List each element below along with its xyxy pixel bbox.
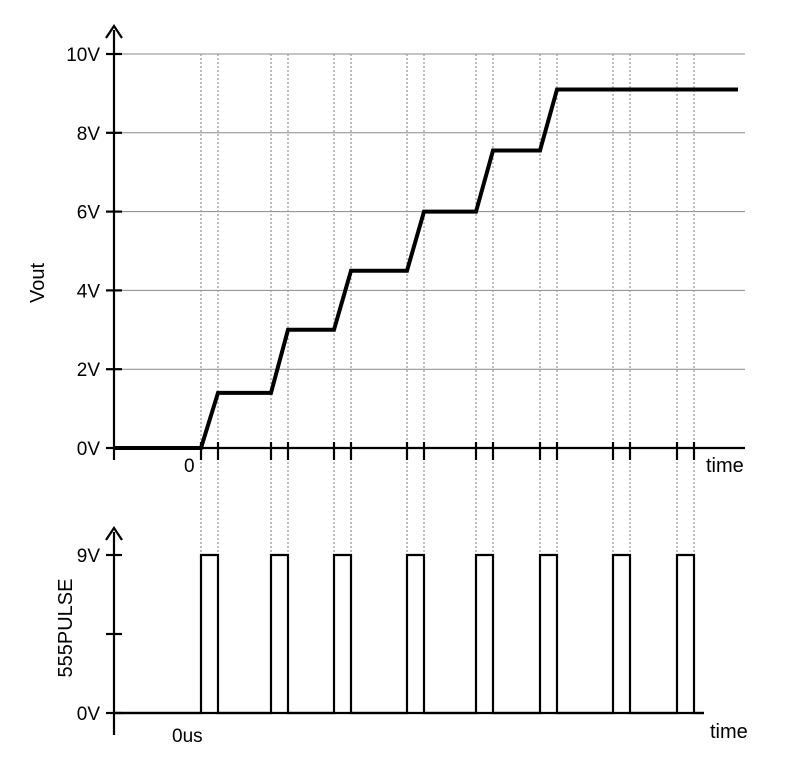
pulse-y-tick-label: 0V [77,704,101,725]
vout-y-tick-label: 2V [77,360,101,381]
vout-x-origin-label: 0 [184,456,195,477]
vout-y-axis-arrow [105,24,123,39]
pulse-y-axis-arrow [105,526,123,541]
pulse-x-axis-title: time [710,721,748,743]
pulse-chart: 0V 9V 555PULSE time 0us [55,526,748,747]
vout-y-axis-title: Vout [27,263,49,303]
vout-y-tick-label: 8V [77,124,101,145]
pulse-y-axis-title: 555PULSE [55,579,77,678]
vout-chart: 0V 2V 4V 6V 8V 10V Vout time 0 [27,24,745,555]
vout-y-tick-label: 0V [77,439,101,460]
vout-y-tick-label: 6V [77,203,101,224]
vout-y-tick-label: 4V [77,281,101,302]
pulse-series-line [114,553,704,715]
vout-y-tick-label: 10V [66,45,100,66]
pulse-guide-lines [200,54,695,555]
pulse-y-tick-label: 9V [77,546,101,567]
vout-x-ticks [199,442,696,460]
pulse-x-origin-label: 0us [172,726,203,747]
pulse-axes [105,526,704,735]
vout-y-ticks: 0V 2V 4V 6V 8V 10V [66,45,122,460]
vout-series-line [114,87,738,450]
vout-x-axis-title: time [706,455,744,477]
pulse-y-ticks: 0V 9V [77,546,122,725]
